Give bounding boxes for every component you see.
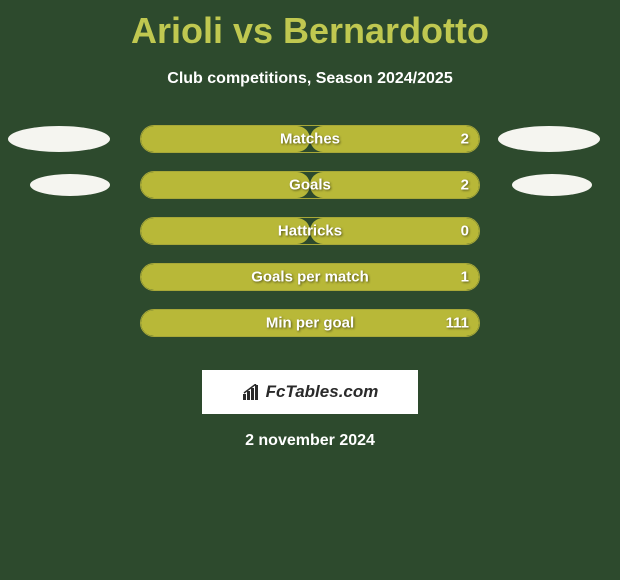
date-label: 2 november 2024 [0,432,620,450]
stat-value-right: 2 [461,131,469,148]
stat-row: Matches 2 [0,120,620,166]
stat-row: Goals 2 [0,166,620,212]
logo-text: FcTables.com [242,382,379,402]
player-marker-left [8,126,110,152]
comparison-chart: Matches 2 Goals 2 Hattricks 0 Goals per … [0,120,620,350]
player-marker-right [498,126,600,152]
page-subtitle: Club competitions, Season 2024/2025 [0,70,620,88]
player-marker-left [30,174,110,196]
site-logo[interactable]: FcTables.com [202,370,418,414]
page-title: Arioli vs Bernardotto [0,0,620,52]
stat-row: Min per goal 111 [0,304,620,350]
stat-bar-track: Matches 2 [140,125,480,153]
stat-bar-fill-right [310,172,479,198]
stat-bar-track: Goals per match 1 [140,263,480,291]
stat-label: Matches [280,131,340,148]
stat-value-right: 1 [461,269,469,286]
stat-label: Hattricks [278,223,342,240]
stat-row: Hattricks 0 [0,212,620,258]
stat-bar-track: Goals 2 [140,171,480,199]
stat-label: Min per goal [266,315,354,332]
logo-label: FcTables.com [266,382,379,402]
chart-icon [242,384,262,400]
stat-bar-track: Min per goal 111 [140,309,480,337]
stat-label: Goals [289,177,331,194]
stat-bar-track: Hattricks 0 [140,217,480,245]
stat-value-right: 0 [461,223,469,240]
player-marker-right [512,174,592,196]
stat-label: Goals per match [251,269,369,286]
stat-value-right: 111 [446,315,469,332]
stat-bar-fill-left [141,172,310,198]
stat-value-right: 2 [461,177,469,194]
stat-row: Goals per match 1 [0,258,620,304]
